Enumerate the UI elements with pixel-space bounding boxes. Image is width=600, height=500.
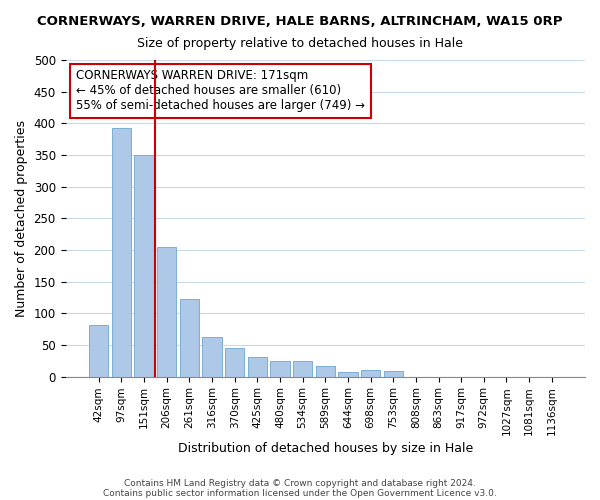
Text: CORNERWAYS, WARREN DRIVE, HALE BARNS, ALTRINCHAM, WA15 0RP: CORNERWAYS, WARREN DRIVE, HALE BARNS, AL… — [37, 15, 563, 28]
Bar — [180, 298, 199, 376]
Bar — [134, 155, 154, 376]
Y-axis label: Number of detached properties: Number of detached properties — [15, 120, 28, 317]
Bar — [338, 372, 358, 376]
Text: Contains HM Land Registry data © Crown copyright and database right 2024.: Contains HM Land Registry data © Crown c… — [124, 478, 476, 488]
Bar — [316, 366, 335, 376]
Text: CORNERWAYS WARREN DRIVE: 171sqm
← 45% of detached houses are smaller (610)
55% o: CORNERWAYS WARREN DRIVE: 171sqm ← 45% of… — [76, 70, 365, 112]
Bar — [383, 371, 403, 376]
X-axis label: Distribution of detached houses by size in Hale: Distribution of detached houses by size … — [178, 442, 473, 455]
Text: Size of property relative to detached houses in Hale: Size of property relative to detached ho… — [137, 38, 463, 51]
Bar — [271, 362, 290, 376]
Bar — [112, 128, 131, 376]
Bar — [202, 336, 221, 376]
Bar — [225, 348, 244, 376]
Bar — [361, 370, 380, 376]
Bar — [248, 357, 267, 376]
Bar — [89, 324, 109, 376]
Text: Contains public sector information licensed under the Open Government Licence v3: Contains public sector information licen… — [103, 488, 497, 498]
Bar — [293, 361, 312, 376]
Bar — [157, 247, 176, 376]
